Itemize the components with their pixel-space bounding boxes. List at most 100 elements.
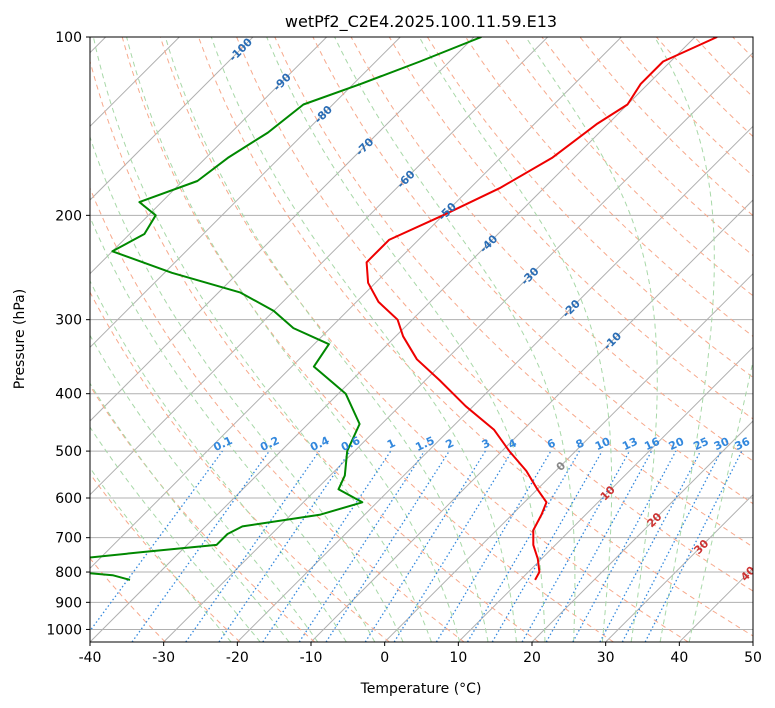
skewed-isotherm — [90, 37, 328, 275]
dry-adiabat — [159, 37, 689, 642]
skewed-isotherm — [457, 346, 753, 642]
skewed-isotherm — [90, 37, 475, 422]
mixing-ratio-line — [545, 450, 653, 642]
mixing-ratio-label: 6 — [545, 436, 558, 451]
skewed-isotherm-lines — [90, 37, 753, 642]
moist-adiabat — [92, 37, 432, 642]
x-tick-label: 50 — [744, 650, 762, 666]
mixing-ratio-line — [364, 450, 486, 642]
skewed-isotherm — [236, 125, 753, 642]
x-tick-label: 0 — [380, 650, 389, 666]
mixing-ratio-label: 16 — [642, 435, 662, 453]
x-axis-title: Temperature (°C) — [360, 681, 482, 697]
mixing-ratio-labels: 0.1 0.2 0.4 0.6 1 1.5 2 3 4 6 8 10 13 16 20 25 30 36 — [211, 434, 752, 454]
skewed-isotherm — [605, 493, 753, 642]
moist-adiabat — [525, 37, 658, 642]
y-tick-label: 800 — [55, 565, 82, 581]
mixing-ratio-line — [393, 450, 513, 642]
x-tick-label: 10 — [449, 650, 467, 666]
moist-adiabat — [164, 37, 489, 642]
x-tick-label: -30 — [152, 650, 175, 666]
isotherm-label: -70 — [353, 135, 376, 158]
y-tick-label: 400 — [55, 387, 82, 403]
moist-adiabat — [334, 37, 576, 642]
dewpoint-profile-line — [90, 37, 482, 581]
dry-adiabat — [694, 37, 753, 98]
dry-adiabat — [350, 37, 753, 462]
dry-adiabat — [90, 472, 241, 642]
moist-adiabat — [266, 37, 546, 642]
chart-title: wetPf2_C2E4.2025.100.11.59.E13 — [285, 12, 557, 32]
skewed-isotherm — [163, 51, 753, 642]
y-tick-label: 1000 — [46, 622, 82, 638]
skewed-isotherm — [90, 37, 549, 496]
y-tick-label: 300 — [55, 313, 82, 329]
skewed-isotherm — [90, 37, 254, 201]
mixing-ratio-label: 13 — [620, 435, 639, 453]
dry-adiabat — [465, 37, 753, 338]
y-tick-label: 900 — [55, 595, 82, 611]
dry-adiabat — [656, 37, 753, 138]
dry-adiabat — [312, 37, 753, 505]
moist-adiabat — [126, 37, 461, 642]
dry-adiabat — [236, 37, 753, 592]
mixing-ratio-line — [218, 450, 351, 642]
mixing-ratio-line — [491, 450, 603, 642]
y-tick-label: 200 — [55, 208, 82, 224]
skewed-isotherm — [531, 420, 753, 642]
skewed-isotherm — [310, 199, 753, 642]
moist-adiabat — [90, 334, 319, 642]
isotherm-label: -80 — [312, 103, 335, 126]
dry-adiabats — [90, 37, 753, 642]
x-tick-label: -10 — [300, 650, 323, 666]
y-axis-ticks: 100 200 300 400 500 600 700 800 900 1000 — [46, 30, 90, 638]
y-tick-label: 500 — [55, 444, 82, 460]
moist-adiabat — [418, 37, 613, 642]
moist-adiabat — [90, 215, 376, 642]
plot-area: -100-90-80-70-60-50-40-30-20-10010203040… — [90, 37, 753, 642]
dry-adiabat — [388, 37, 753, 420]
moist-adiabat — [90, 382, 290, 642]
y-axis-title: Pressure (hPa) — [12, 289, 28, 389]
x-tick-label: 20 — [523, 650, 541, 666]
moist-adiabat — [90, 135, 404, 642]
moist-adiabat — [90, 426, 261, 642]
dry-adiabat — [90, 59, 540, 642]
moist-adiabat — [210, 37, 517, 642]
dry-adiabat — [541, 37, 753, 257]
mixing-ratio-line — [325, 450, 450, 642]
mixing-ratio-lines — [90, 450, 743, 642]
plot-frame — [89, 36, 754, 643]
x-tick-label: 40 — [670, 650, 688, 666]
x-tick-label: -20 — [226, 650, 249, 666]
skewed-isotherm — [752, 641, 753, 642]
skewed-isotherm — [90, 37, 696, 642]
mixing-ratio-line — [466, 450, 580, 642]
moist-adiabat — [90, 467, 232, 642]
mixing-ratio-line — [599, 450, 702, 642]
sounding-profiles — [90, 37, 718, 581]
x-tick-label: -40 — [79, 650, 102, 666]
mixing-ratio-label: 20 — [667, 435, 687, 453]
dry-adiabat — [274, 37, 753, 548]
dry-adiabat — [426, 37, 753, 378]
mixing-ratio-label: 3 — [480, 436, 492, 451]
mixing-ratio-line — [521, 450, 631, 642]
dry-adiabat — [503, 37, 753, 297]
mixing-ratio-label: 36 — [733, 435, 753, 453]
moist-adiabat — [654, 37, 715, 642]
mixing-ratio-line — [185, 450, 320, 642]
mixing-ratio-label: 1 — [385, 436, 397, 451]
temperature-profile-line — [365, 37, 718, 581]
skewed-isotherm — [90, 37, 401, 349]
pressure-gridlines — [90, 37, 753, 630]
mixing-ratio-line — [572, 450, 677, 642]
isotherm-label: -50 — [436, 200, 459, 223]
mixing-ratio-label: 30 — [712, 435, 732, 453]
dry-adiabat — [90, 291, 390, 642]
isotherm-label: 10 — [598, 483, 618, 503]
x-axis-ticks: -40 -30 -20 -10 0 10 20 30 40 50 — [79, 642, 762, 666]
skewed-isotherm — [384, 272, 753, 642]
dry-adiabat — [121, 37, 614, 642]
